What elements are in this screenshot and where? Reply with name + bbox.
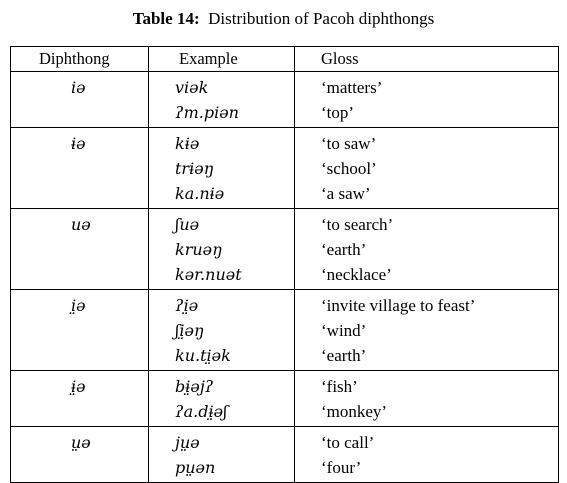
table-row: ʃi̤əŋ ‘wind’ bbox=[11, 318, 558, 343]
header-example: Example bbox=[179, 49, 238, 68]
header-gloss: Gloss bbox=[321, 49, 359, 68]
table-row: ku.ti̤ək ‘earth’ bbox=[11, 343, 558, 368]
example-cell: ʃi̤əŋ bbox=[175, 321, 205, 340]
gloss-cell: ‘top’ bbox=[321, 103, 355, 122]
diphthong-table: Diphthong Example Gloss iə viək ‘matters’ ʔ… bbox=[10, 46, 559, 483]
table-row: ɨə kɨə ‘to saw’ bbox=[11, 131, 558, 156]
gloss-cell: ‘fish’ bbox=[321, 377, 358, 396]
example-cell: bɨ̤əjʔ bbox=[175, 377, 214, 396]
diphthong-group: uə ʃuə ‘to search’ kruəŋ ‘earth’ kər.nuət ‘nec… bbox=[11, 209, 558, 290]
example-cell: kruəŋ bbox=[175, 240, 223, 259]
diphthong-group: ṳə jṳə ‘to call’ pṳən ‘four’ bbox=[11, 427, 558, 483]
gloss-cell: ‘earth’ bbox=[321, 346, 367, 365]
example-cell: ʔi̤ə bbox=[175, 296, 199, 315]
example-cell: kɨə bbox=[175, 134, 200, 153]
diphthong-group: i̤ə ʔi̤ə ‘invite village to feast’ ʃi̤əŋ ‘wi… bbox=[11, 290, 558, 371]
column-divider bbox=[294, 47, 295, 483]
example-cell: ka.nɨə bbox=[175, 184, 225, 203]
example-cell: ʔm.piən bbox=[175, 103, 239, 122]
gloss-cell: ‘wind’ bbox=[321, 321, 367, 340]
table-caption: Table 14: Distribution of Pacoh diphthon… bbox=[0, 8, 567, 30]
caption-label: Table 14: bbox=[132, 9, 200, 28]
example-cell: trɨəŋ bbox=[175, 159, 214, 178]
table-header-row: Diphthong Example Gloss bbox=[11, 47, 558, 72]
gloss-cell: ‘invite village to feast’ bbox=[321, 296, 476, 315]
table-row: ʔm.piən ‘top’ bbox=[11, 100, 558, 125]
example-cell: jṳə bbox=[175, 433, 200, 452]
gloss-cell: ‘school’ bbox=[321, 159, 377, 178]
example-cell: ʔa.dɨ̤əʃ bbox=[175, 402, 228, 421]
gloss-cell: ‘matters’ bbox=[321, 78, 383, 97]
table-row: i̤ə ʔi̤ə ‘invite village to feast’ bbox=[11, 293, 558, 318]
table-row: kər.nuət ‘necklace’ bbox=[11, 262, 558, 287]
table-row: kruəŋ ‘earth’ bbox=[11, 237, 558, 262]
gloss-cell: ‘monkey’ bbox=[321, 402, 388, 421]
table-row: ɨ̤ə bɨ̤əjʔ ‘fish’ bbox=[11, 374, 558, 399]
example-cell: ku.ti̤ək bbox=[175, 346, 231, 365]
table-row: uə ʃuə ‘to search’ bbox=[11, 212, 558, 237]
diphthong-cell: iə bbox=[71, 78, 86, 97]
gloss-cell: ‘to search’ bbox=[321, 215, 394, 234]
table-row: pṳən ‘four’ bbox=[11, 455, 558, 480]
diphthong-cell: i̤ə bbox=[71, 296, 86, 315]
example-cell: ʃuə bbox=[175, 215, 200, 234]
column-divider bbox=[148, 47, 149, 483]
table-row: ṳə jṳə ‘to call’ bbox=[11, 430, 558, 455]
gloss-cell: ‘earth’ bbox=[321, 240, 367, 259]
header-diphthong: Diphthong bbox=[39, 49, 110, 68]
table-row: iə viək ‘matters’ bbox=[11, 75, 558, 100]
example-cell: kər.nuət bbox=[175, 265, 242, 284]
example-cell: viək bbox=[175, 78, 209, 97]
diphthong-cell: ɨ̤ə bbox=[71, 377, 86, 396]
gloss-cell: ‘a saw’ bbox=[321, 184, 371, 203]
table-body: iə viək ‘matters’ ʔm.piən ‘top’ ɨə kɨə ‘to saw’… bbox=[11, 72, 558, 483]
gloss-cell: ‘four’ bbox=[321, 458, 362, 477]
diphthong-cell: ṳə bbox=[71, 433, 91, 452]
table-row: ka.nɨə ‘a saw’ bbox=[11, 181, 558, 206]
gloss-cell: ‘necklace’ bbox=[321, 265, 392, 284]
caption-title: Distribution of Pacoh diphthongs bbox=[208, 9, 435, 28]
gloss-cell: ‘to saw’ bbox=[321, 134, 377, 153]
diphthong-group: iə viək ‘matters’ ʔm.piən ‘top’ bbox=[11, 72, 558, 128]
table-row: ʔa.dɨ̤əʃ ‘monkey’ bbox=[11, 399, 558, 424]
diphthong-group: ɨə kɨə ‘to saw’ trɨəŋ ‘school’ ka.nɨə ‘a saw’ bbox=[11, 128, 558, 209]
diphthong-cell: ɨə bbox=[71, 134, 86, 153]
diphthong-group: ɨ̤ə bɨ̤əjʔ ‘fish’ ʔa.dɨ̤əʃ ‘monkey’ bbox=[11, 371, 558, 427]
diphthong-cell: uə bbox=[71, 215, 91, 234]
example-cell: pṳən bbox=[175, 458, 216, 477]
table-row: trɨəŋ ‘school’ bbox=[11, 156, 558, 181]
gloss-cell: ‘to call’ bbox=[321, 433, 375, 452]
